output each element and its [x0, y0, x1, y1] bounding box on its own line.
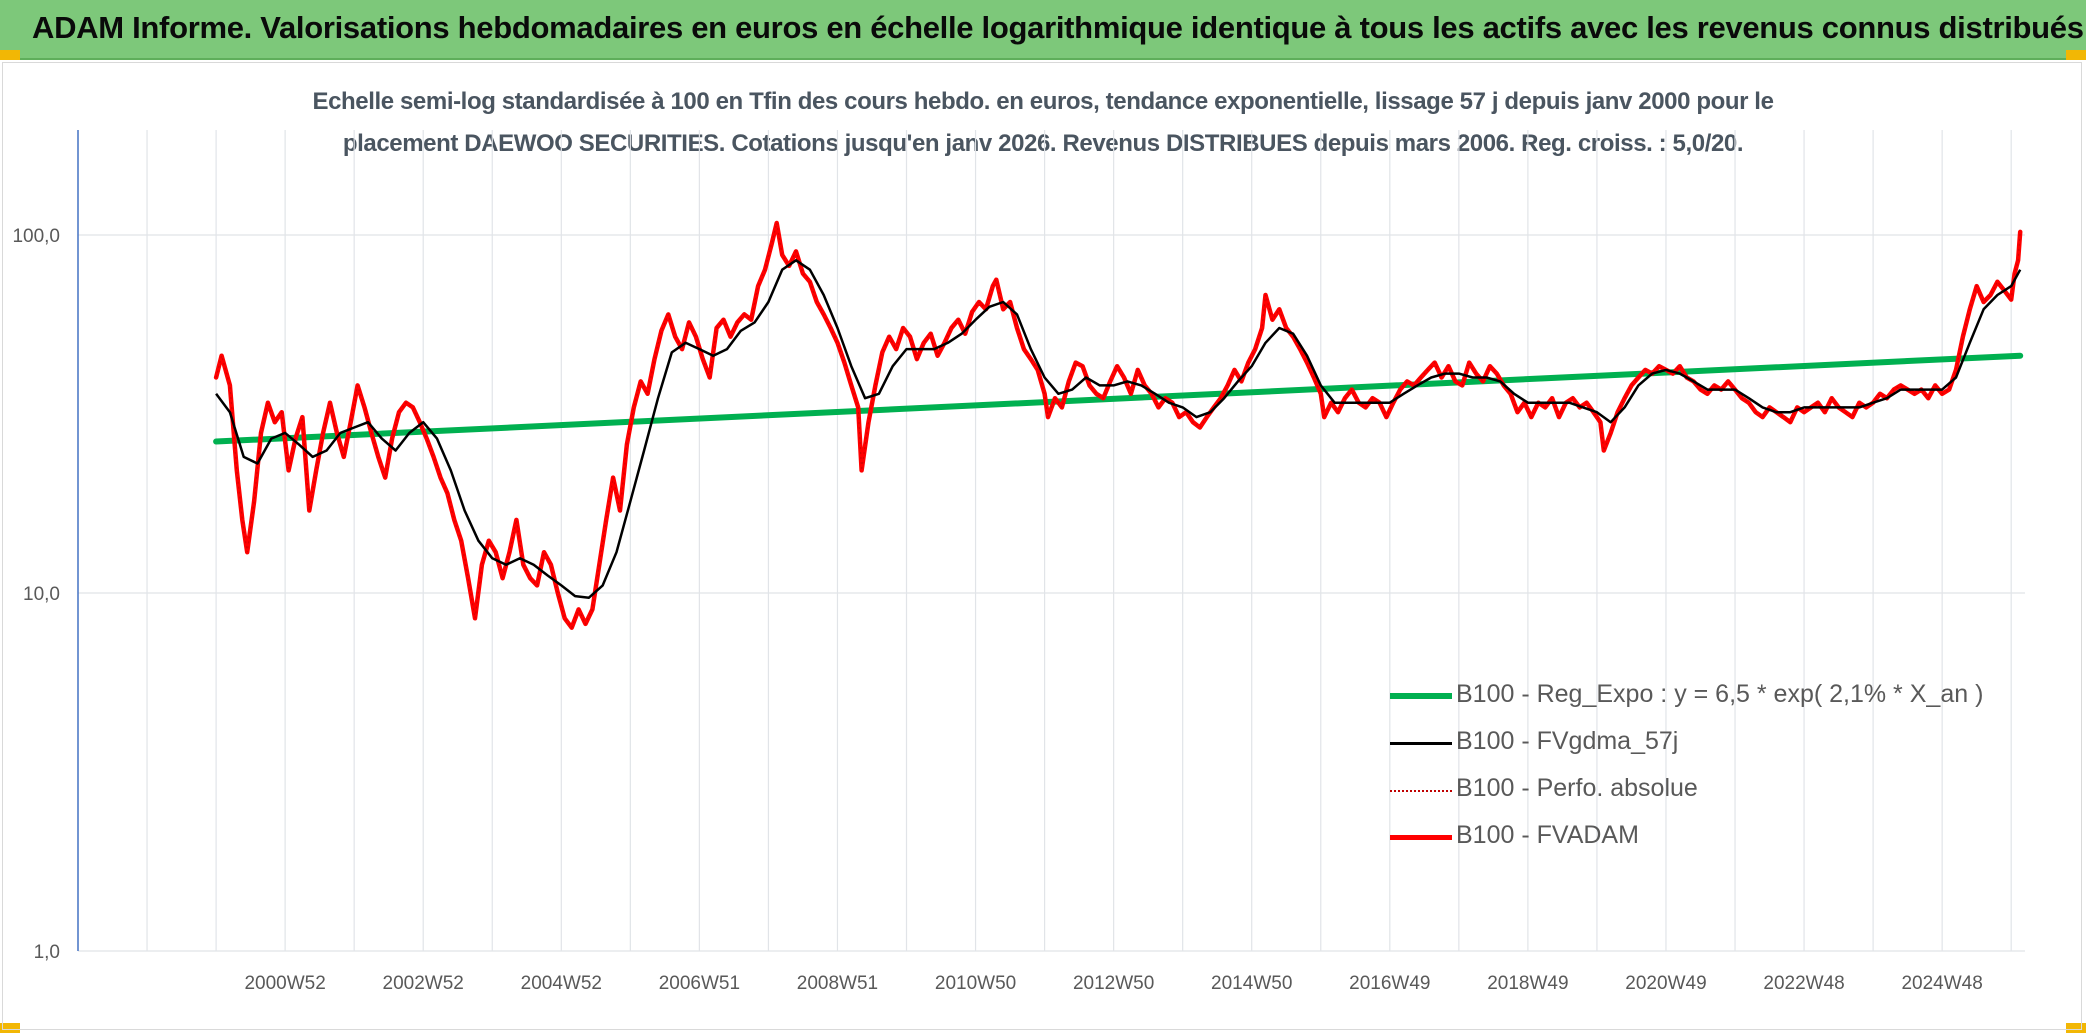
legend-label: B100 - Reg_Expo : y = 6,5 * exp( 2,1% * …	[1456, 680, 1984, 708]
x-tick-label: 2008W51	[797, 973, 878, 994]
chart-subtitle-line2: placement DAEWOO SECURITIES. Cotations j…	[342, 130, 1744, 157]
x-tick-label: 2018W49	[1487, 973, 1568, 994]
x-tick-label: 2000W52	[244, 973, 325, 994]
legend-label: B100 - FVADAM	[1456, 821, 1639, 849]
x-tick-label: 2014W50	[1211, 973, 1292, 994]
x-tick-label: 2010W50	[935, 973, 1016, 994]
header-bar: ADAM Informe. Valorisations hebdomadaire…	[0, 0, 2086, 60]
corner-marker	[2066, 1023, 2086, 1033]
series-line-fvadam	[213, 220, 2023, 630]
legend-swatch-regression	[1390, 693, 1452, 699]
x-tick-label: 2016W49	[1349, 973, 1430, 994]
corner-marker	[2066, 50, 2086, 60]
legend-label: B100 - FVgdma_57j	[1456, 727, 1679, 755]
y-tick-label: 1,0	[34, 942, 60, 963]
y-tick-label: 10,0	[23, 584, 60, 605]
report-title: ADAM Informe. Valorisations hebdomadaire…	[32, 10, 2084, 45]
x-tick-label: 2004W52	[521, 973, 602, 994]
chart-subtitle-line1: Echelle semi-log standardisée à 100 en T…	[312, 88, 1774, 115]
x-tick-label: 2020W49	[1625, 973, 1706, 994]
x-tick-label: 2022W48	[1763, 973, 1844, 994]
legend-swatch-smoothed	[1390, 742, 1452, 745]
series-line-smoothed	[215, 259, 2022, 599]
chart-frame	[2, 62, 2082, 1030]
series-line-perfo	[215, 222, 2021, 629]
corner-marker	[0, 50, 20, 60]
legend-swatch-perfo	[1390, 790, 1452, 792]
corner-marker	[0, 1023, 20, 1033]
x-tick-label: 2024W48	[1901, 973, 1982, 994]
x-tick-label: 2012W50	[1073, 973, 1154, 994]
legend-swatch-fvadam	[1390, 835, 1452, 840]
y-tick-label: 100,0	[12, 226, 60, 247]
x-tick-label: 2006W51	[659, 973, 740, 994]
x-tick-label: 2002W52	[383, 973, 464, 994]
legend-label: B100 - Perfo. absolue	[1456, 774, 1698, 802]
series-line-regression	[213, 352, 2024, 445]
